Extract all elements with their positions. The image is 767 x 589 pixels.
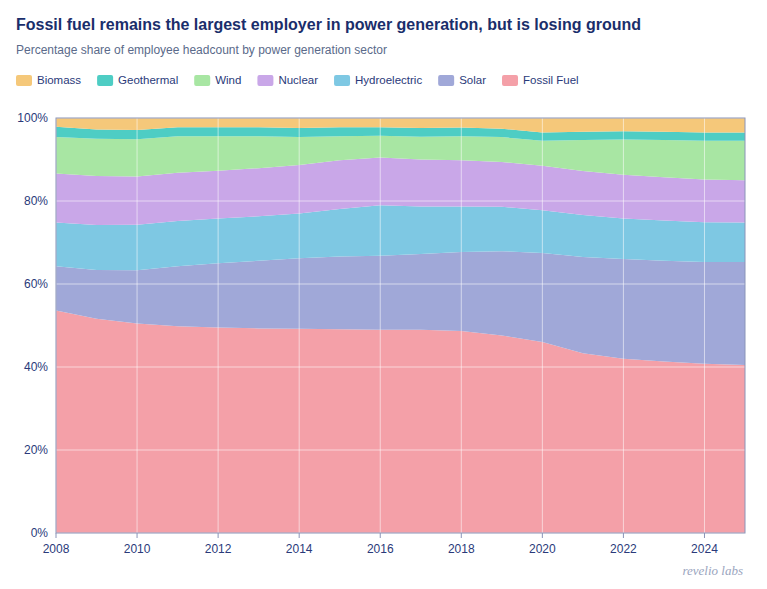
area [56,136,745,180]
area [56,251,745,365]
x-tick [704,533,705,538]
grid-line [56,367,745,368]
y-tick-label: 40% [24,360,48,374]
grid [56,118,745,533]
x-tick-label: 2020 [529,542,556,556]
legend-label: Solar [459,74,486,86]
grid-line [56,284,745,285]
legend-label: Fossil Fuel [523,74,579,86]
legend-label: Nuclear [278,74,318,86]
grid-line [137,118,138,533]
grid-line [704,118,705,533]
plot-frame [56,118,745,533]
grid-line [56,201,745,202]
x-tick [380,533,381,538]
legend-label: Biomass [37,74,81,86]
legend-swatch [16,75,32,86]
axes: 0% 20% 40% 60% 80% 100% 2008 2010 2012 2014 2016 20… [17,111,745,556]
x-tick-label: 2022 [610,542,637,556]
x-tick-label: 2010 [124,542,151,556]
x-tick [218,533,219,538]
y-tick-label: 100% [17,111,48,125]
x-tick-label: 2012 [205,542,232,556]
grid-line [299,118,300,533]
x-tick [137,533,138,538]
legend-swatch [438,75,454,86]
chart: Fossil fuel remains the largest employer… [0,0,767,589]
legend-label: Hydroelectric [355,74,422,86]
areas [56,118,745,533]
title: Fossil fuel remains the largest employer… [16,16,641,33]
x-tick-label: 2016 [367,542,394,556]
y-tick-label: 80% [24,194,48,208]
grid-line [461,118,462,533]
grid-line [380,118,381,533]
x-tick-label: 2024 [691,542,718,556]
grid-line [623,118,624,533]
x-tick-label: 2018 [448,542,475,556]
x-tick [461,533,462,538]
grid-line [218,118,219,533]
grid-line [56,450,745,451]
legend-swatch [194,75,210,86]
x-tick [56,533,57,538]
y-tick-label: 20% [24,443,48,457]
y-tick-label: 0% [31,526,49,540]
x-tick [542,533,543,538]
legend-label: Wind [215,74,241,86]
area [56,118,745,133]
legend: Biomass Geothermal Wind Nuclear Hydroelectri… [16,74,579,86]
legend-swatch [334,75,350,86]
grid-line [542,118,543,533]
legend-label: Geothermal [118,74,178,86]
y-tick-label: 60% [24,277,48,291]
watermark: revelio labs [682,563,743,578]
x-tick-label: 2014 [286,542,313,556]
legend-swatch [502,75,518,86]
subtitle: Percentage share of employee headcount b… [16,43,387,57]
legend-swatch [97,75,113,86]
x-tick-label: 2008 [43,542,70,556]
x-tick [299,533,300,538]
legend-swatch [257,75,273,86]
x-tick [623,533,624,538]
